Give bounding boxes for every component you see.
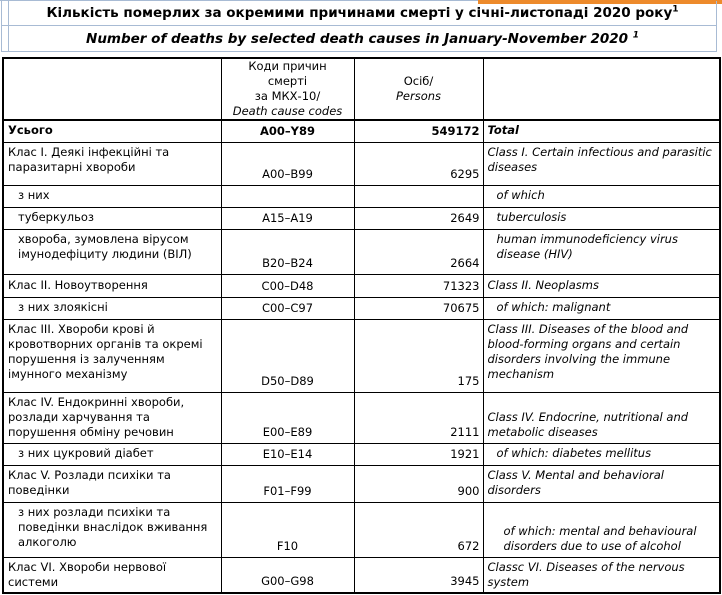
table-row: з них цукровий діабет E10–E14 1921 of which… (2, 443, 721, 466)
cause-ua-cell: туберкульоз (2, 207, 222, 230)
code-cell: F01–F99 (220, 465, 355, 503)
table-row: Клас VI. Хвороби нервової системи G00–G98… (2, 557, 721, 594)
persons-cell (353, 185, 484, 208)
persons-cell: 6295 (353, 142, 484, 186)
persons-cell: 3945 (353, 557, 484, 594)
cause-ua-cell: Клас VI. Хвороби нервової системи (2, 557, 222, 594)
persons-cell: 2664 (353, 229, 484, 275)
cause-en-cell: Class III. Diseases of the blood and blo… (482, 319, 721, 393)
cause-ua-cell: Клас IV. Ендокринні хвороби, розлади хар… (2, 392, 222, 444)
persons-cell: 549172 (353, 119, 484, 143)
code-cell: E10–E14 (220, 443, 355, 466)
cause-ua-cell: Клас I. Деякі інфекційні та паразитарні … (2, 142, 222, 186)
cause-ua-cell: з них (2, 185, 222, 208)
left-spacer-cell (2, 1, 9, 25)
persons-cell: 672 (353, 502, 484, 558)
codes-header-ua: Коди причин смерті за МКХ-10/ (248, 59, 327, 103)
cause-ua-cell: Клас III. Хвороби крові й кровотворних о… (2, 319, 222, 393)
code-cell: F10 (220, 502, 355, 558)
cause-ua-cell: з них розлади психіки та поведінки внасл… (2, 502, 222, 558)
cause-en-cell: human immunodeficiency virus disease (HI… (482, 229, 721, 275)
left-spacer-cell (2, 26, 9, 51)
cause-en-cell: of which: diabetes mellitus (482, 443, 721, 466)
table-header-row: Коди причин смерті за МКХ-10/Death cause… (2, 57, 721, 121)
persons-cell: 900 (353, 465, 484, 503)
cause-en-cell: Class V. Mental and behavioral disorders (482, 465, 721, 503)
cause-en-cell: Class II. Neoplasms (482, 274, 721, 298)
persons-cell: 71323 (353, 274, 484, 298)
code-cell: A00–Y89 (220, 119, 355, 143)
cause-en-cell: Total (482, 119, 721, 143)
cause-en-cell: of which: malignant (482, 297, 721, 320)
cause-en-cell: tuberculosis (482, 207, 721, 230)
footnote-marker: 1 (672, 4, 679, 15)
top-gridline (0, 0, 722, 1)
cause-ua-header-cell (2, 57, 222, 121)
code-cell: B20–B24 (220, 229, 355, 275)
title-block: Кількість померлих за окремими причинами… (1, 1, 717, 56)
code-cell: C00–C97 (220, 297, 355, 320)
deaths-by-cause-table: Коди причин смерті за МКХ-10/Death cause… (2, 57, 721, 594)
cause-en-cell: Class IV. Endocrine, nutritional and met… (482, 392, 721, 444)
cause-en-cell: Class I. Certain infectious and parasiti… (482, 142, 721, 186)
persons-header-en: Persons (395, 89, 442, 103)
cause-en-cell: of which (482, 185, 721, 208)
persons-cell: 175 (353, 319, 484, 393)
cause-ua-cell: Усього (2, 119, 222, 143)
orange-accent-bar (478, 0, 722, 4)
table-row: Клас II. Новоутворення C00–D48 71323 Class … (2, 274, 721, 298)
persons-header-ua: Осіб/ (403, 74, 434, 88)
cause-en-cell: of which: mental and behavioural disorde… (482, 502, 721, 558)
persons-cell: 2649 (353, 207, 484, 230)
code-cell: A15–A19 (220, 207, 355, 230)
persons-cell: 1921 (353, 443, 484, 466)
code-cell: D50–D89 (220, 319, 355, 393)
cause-en-header-cell (482, 57, 721, 121)
table-row: Клас III. Хвороби крові й кровотворних о… (2, 319, 721, 393)
title-row-en: Number of deaths by selected death cause… (1, 26, 717, 52)
cause-ua-cell: з них злоякісні (2, 297, 222, 320)
table-row: Усього A00–Y89 549172 Total (2, 119, 721, 143)
death-cause-codes-header-cell: Коди причин смерті за МКХ-10/Death cause… (220, 57, 355, 121)
persons-cell: 70675 (353, 297, 484, 320)
table-row: з них злоякісні C00–C97 70675 of which: mal… (2, 297, 721, 320)
cause-ua-cell: з них цукровий діабет (2, 443, 222, 466)
table-row: з них розлади психіки та поведінки внасл… (2, 502, 721, 558)
page-title-en: Number of deaths by selected death cause… (86, 30, 639, 47)
code-cell: E00–E89 (220, 392, 355, 444)
persons-header-cell: Осіб/Persons (353, 57, 484, 121)
cause-ua-cell: хвороба, зумовлена вірусом імунодефіциту… (2, 229, 222, 275)
code-cell: A00–B99 (220, 142, 355, 186)
table-row: Клас V. Розлади психіки та поведінки F01–… (2, 465, 721, 503)
persons-cell: 2111 (353, 392, 484, 444)
cause-ua-cell: Клас V. Розлади психіки та поведінки (2, 465, 222, 503)
table-row: хвороба, зумовлена вірусом імунодефіциту… (2, 229, 721, 275)
table-row: Клас IV. Ендокринні хвороби, розлади хар… (2, 392, 721, 444)
footnote-marker: 1 (632, 30, 639, 40)
code-cell (220, 185, 355, 208)
page-title-ua: Кількість померлих за окремими причинами… (46, 4, 679, 21)
code-cell: G00–G98 (220, 557, 355, 594)
table-row: туберкульоз A15–A19 2649 tuberculosis (2, 207, 721, 230)
table-row: з них of which (2, 185, 721, 208)
table-row: Клас I. Деякі інфекційні та паразитарні … (2, 142, 721, 186)
code-cell: C00–D48 (220, 274, 355, 298)
table-body: Усього A00–Y89 549172 Total Клас I. Деякі ін… (2, 119, 721, 594)
cause-en-cell: Classc VI. Diseases of the nervous syste… (482, 557, 721, 594)
cause-ua-cell: Клас II. Новоутворення (2, 274, 222, 298)
title-row-ua: Кількість померлих за окремими причинами… (1, 1, 717, 26)
title-gap (1, 52, 717, 56)
codes-header-en: Death cause codes (232, 104, 343, 118)
